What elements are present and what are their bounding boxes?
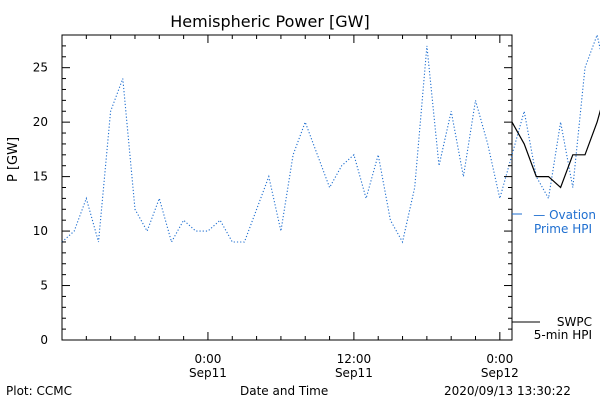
plot-timestamp: 2020/09/13 13:30:22 bbox=[444, 384, 571, 398]
x-tick-time-label: 0:00 bbox=[486, 352, 513, 366]
series-ovation-line bbox=[61, 33, 600, 244]
plot-credit: Plot: CCMC bbox=[6, 384, 72, 398]
x-tick-date-label: Sep11 bbox=[189, 366, 227, 380]
chart-title: Hemispheric Power [GW] bbox=[170, 12, 370, 31]
legend-swpc-label: SWPC bbox=[556, 315, 592, 329]
legend-ovation-sublabel: Prime HPI bbox=[534, 222, 592, 236]
y-tick-label: 5 bbox=[40, 279, 48, 293]
y-tick-label: 15 bbox=[33, 170, 48, 184]
legend-ovation-label: — Ovation bbox=[533, 208, 596, 222]
legend-swpc-sublabel: 5-min HPI bbox=[533, 328, 592, 342]
plot-frame bbox=[61, 34, 513, 341]
y-tick-label: 25 bbox=[33, 61, 48, 75]
x-tick-time-label: 12:00 bbox=[337, 352, 372, 366]
x-tick-time-label: 0:00 bbox=[194, 352, 221, 366]
x-tick-date-label: Sep12 bbox=[481, 366, 519, 380]
y-tick-label: 0 bbox=[40, 333, 48, 347]
x-tick-date-label: Sep11 bbox=[335, 366, 373, 380]
x-axis-label: Date and Time bbox=[240, 384, 329, 398]
y-axis-label: P [GW] bbox=[6, 136, 21, 182]
y-tick-label: 10 bbox=[33, 224, 48, 238]
y-tick-label: 20 bbox=[33, 115, 48, 129]
series-swpc-line bbox=[511, 109, 600, 189]
